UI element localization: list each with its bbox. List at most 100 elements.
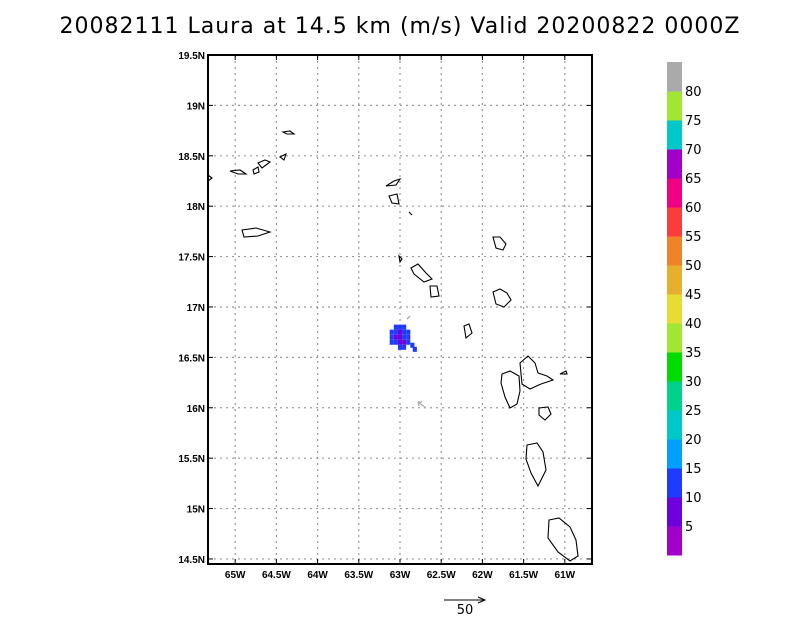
colorbar-label: 80	[685, 85, 702, 100]
coastline-island	[492, 236, 507, 251]
x-tick-label: 64W	[307, 570, 328, 581]
colorbar-label: 70	[685, 143, 702, 158]
colorbar-segment	[667, 62, 682, 92]
colorbar: 5 10 15 20 25 30 35 40 45 50 55 60 65 70 75 80	[667, 62, 702, 556]
y-tick-label: 14.5N	[178, 555, 205, 566]
wind-cell	[402, 324, 407, 330]
wind-cell	[389, 329, 394, 335]
wind-vector-arrow	[406, 315, 411, 320]
coastline-island	[252, 166, 260, 175]
colorbar-label: 60	[685, 201, 702, 216]
coastline-island	[241, 227, 272, 238]
colorbar-segment	[667, 120, 682, 150]
colorbar-segment	[667, 410, 682, 440]
x-tick-label: 63.5W	[344, 570, 373, 581]
wind-cell	[389, 339, 394, 345]
x-tick-label: 65W	[225, 570, 246, 581]
wind-cell	[406, 339, 411, 345]
colorbar-label: 5	[685, 520, 693, 535]
wind-cell	[402, 344, 407, 350]
wind-cell	[397, 334, 403, 340]
chart-title: 20082111 Laura at 14.5 km (m/s) Valid 20…	[59, 14, 741, 39]
x-tick-label: 61W	[555, 570, 576, 581]
y-tick-label: 17.5N	[178, 253, 205, 264]
wind-cell	[397, 329, 403, 335]
wind-cell	[402, 339, 407, 345]
wind-cell	[412, 346, 417, 352]
wind-cell	[406, 334, 411, 340]
colorbar-label: 15	[685, 462, 702, 477]
colorbar-segment	[667, 236, 682, 266]
colorbar-label: 45	[685, 288, 702, 303]
coastline-island	[500, 370, 521, 409]
x-tick-label: 61.5W	[509, 570, 538, 581]
wind-vector-arrows	[406, 315, 427, 409]
colorbar-segment	[667, 352, 682, 382]
colorbar-segment	[667, 468, 682, 498]
wind-cell	[393, 324, 398, 330]
colorbar-label: 50	[685, 259, 702, 274]
colorbar-segment	[667, 265, 682, 295]
coastline-island	[229, 169, 248, 175]
coastlines	[207, 130, 579, 562]
colorbar-label: 65	[685, 172, 702, 187]
coastline-island	[519, 355, 555, 390]
x-tick-label: 62.5W	[427, 570, 456, 581]
coastline-island	[538, 406, 552, 421]
coastline-island	[278, 152, 287, 161]
coastline-island	[281, 130, 296, 135]
y-tick-label: 15.5N	[178, 454, 205, 465]
colorbar-label: 20	[685, 433, 702, 448]
y-tick-label: 16.5N	[178, 353, 205, 364]
y-tick-label: 17N	[187, 303, 205, 314]
coastline-island	[429, 285, 440, 298]
coastline-island	[257, 159, 272, 169]
colorbar-segment	[667, 294, 682, 324]
y-tick-label: 18.5N	[178, 152, 205, 163]
wind-cell	[406, 329, 411, 335]
colorbar-label: 10	[685, 491, 702, 506]
colorbar-segment	[667, 526, 682, 556]
wind-cell	[393, 329, 398, 335]
colorbar-segment	[667, 323, 682, 353]
colorbar-label: 75	[685, 114, 702, 129]
y-tick-label: 19N	[187, 101, 205, 112]
coastline-island	[463, 323, 473, 340]
reference-vector: 50	[444, 596, 487, 618]
colorbar-segment	[667, 497, 682, 527]
coastline-island	[410, 263, 433, 283]
coastline-island	[398, 254, 403, 264]
wind-cell	[397, 339, 403, 345]
colorbar-label: 30	[685, 375, 702, 390]
colorbar-label: 55	[685, 230, 702, 245]
coastline-island	[207, 174, 213, 182]
x-axis-ticks: 65W 64.5W 64W 63.5W 63W 62.5W 62W 61.5W 61W	[225, 55, 576, 581]
wind-vector-arrow	[417, 401, 427, 409]
x-tick-label: 63W	[390, 570, 411, 581]
wind-speed-field	[389, 324, 417, 352]
wind-cell	[389, 334, 394, 340]
colorbar-segment	[667, 207, 682, 237]
wind-cell	[410, 342, 415, 348]
y-tick-label: 15N	[187, 505, 205, 516]
x-tick-label: 62W	[472, 570, 493, 581]
colorbar-segment	[667, 149, 682, 179]
wind-cell	[397, 324, 403, 330]
wind-cell	[393, 334, 398, 340]
colorbar-label: 40	[685, 317, 702, 332]
wind-cell	[397, 344, 403, 350]
coastline-island	[547, 517, 579, 562]
y-tick-label: 19.5N	[178, 51, 205, 62]
wind-cell	[393, 339, 398, 345]
colorbar-segment	[667, 178, 682, 208]
x-tick-label: 64.5W	[262, 570, 291, 581]
coastline-island	[385, 177, 402, 187]
colorbar-label: 25	[685, 404, 702, 419]
y-axis-ticks: 14.5N 15N 15.5N 16N 16.5N 17N 17.5N 18N 18.5N 19N…	[178, 51, 592, 566]
colorbar-segment	[667, 381, 682, 411]
y-tick-label: 16N	[187, 404, 205, 415]
coastline-island	[388, 193, 400, 205]
colorbar-label: 35	[685, 346, 702, 361]
reference-vector-label: 50	[457, 603, 474, 618]
